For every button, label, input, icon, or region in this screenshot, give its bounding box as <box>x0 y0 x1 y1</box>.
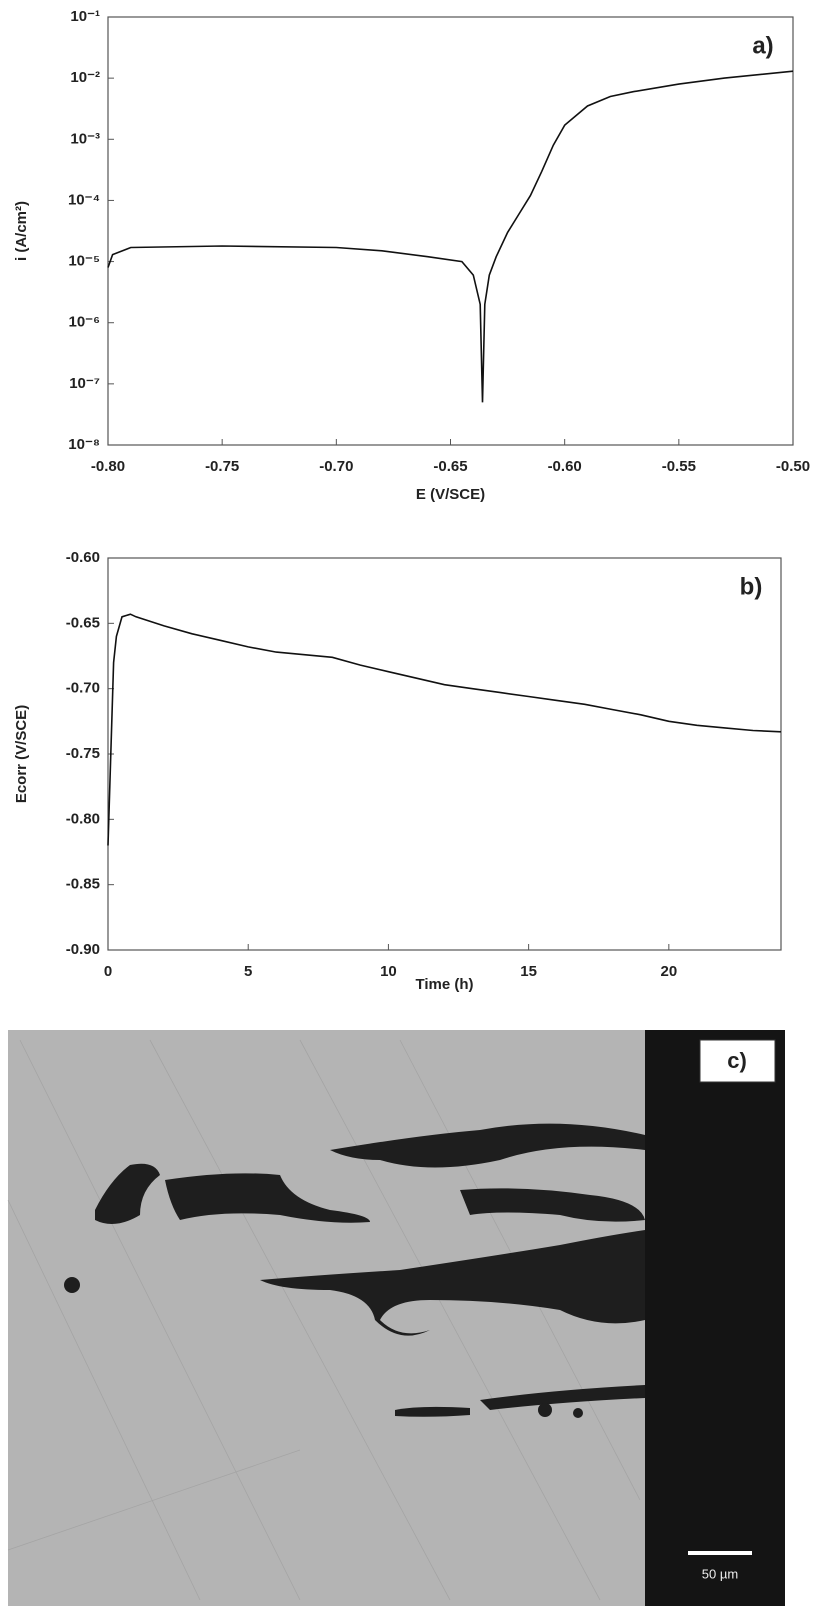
y-tick-label: 10⁻⁷ <box>69 375 100 392</box>
y-tick-label: 10⁻³ <box>70 130 100 147</box>
y-axis-label: i (A/cm²) <box>13 201 30 261</box>
y-tick-label: -0.75 <box>66 745 100 762</box>
y-tick-label: 10⁻⁶ <box>68 314 100 331</box>
y-tick-label: 10⁻² <box>70 69 100 86</box>
y-tick-label: -0.65 <box>66 614 100 631</box>
x-tick-label: 10 <box>380 963 397 980</box>
x-tick-label: -0.50 <box>776 458 810 475</box>
y-tick-label: -0.60 <box>66 549 100 566</box>
x-tick-label: -0.75 <box>205 458 239 475</box>
x-tick-label: -0.55 <box>662 458 696 475</box>
x-tick-label: 5 <box>244 963 252 980</box>
panel-label: a) <box>752 32 773 59</box>
data-line <box>107 613 782 846</box>
micrograph: c) 50 µm <box>7 1030 785 1606</box>
x-tick-label: -0.70 <box>319 458 353 475</box>
x-tick-label: -0.65 <box>433 458 467 475</box>
x-tick-label: -0.60 <box>548 458 582 475</box>
y-tick-label: 10⁻⁸ <box>68 436 100 453</box>
panel-label: c) <box>727 1048 747 1073</box>
y-tick-label: -0.80 <box>66 810 100 827</box>
data-line <box>107 70 794 403</box>
y-tick-label: 10⁻¹ <box>70 8 100 25</box>
y-axis-label: Ecorr (V/SCE) <box>13 705 30 803</box>
x-tick-label: 0 <box>104 963 112 980</box>
plot-frame <box>107 557 782 951</box>
panel-label: b) <box>740 573 763 600</box>
y-tick-label: -0.85 <box>66 876 100 893</box>
x-axis-label: E (V/SCE) <box>416 486 485 503</box>
y-tick-label: -0.70 <box>66 680 100 697</box>
y-tick-label: 10⁻⁴ <box>68 191 100 208</box>
x-tick-label: 20 <box>660 963 677 980</box>
y-tick-label: 10⁻⁵ <box>68 253 100 270</box>
x-tick-label: 15 <box>520 963 537 980</box>
scale-bar-label: 50 µm <box>702 1566 738 1581</box>
plot-frame <box>107 16 794 446</box>
x-axis-label: Time (h) <box>415 976 473 993</box>
corrosion-cracks <box>64 1123 645 1418</box>
x-tick-label: -0.80 <box>91 458 125 475</box>
micrograph-background <box>8 1030 645 1606</box>
y-tick-label: -0.90 <box>66 941 100 958</box>
panel-label-box <box>699 1039 776 1083</box>
mount-region <box>645 1030 785 1606</box>
